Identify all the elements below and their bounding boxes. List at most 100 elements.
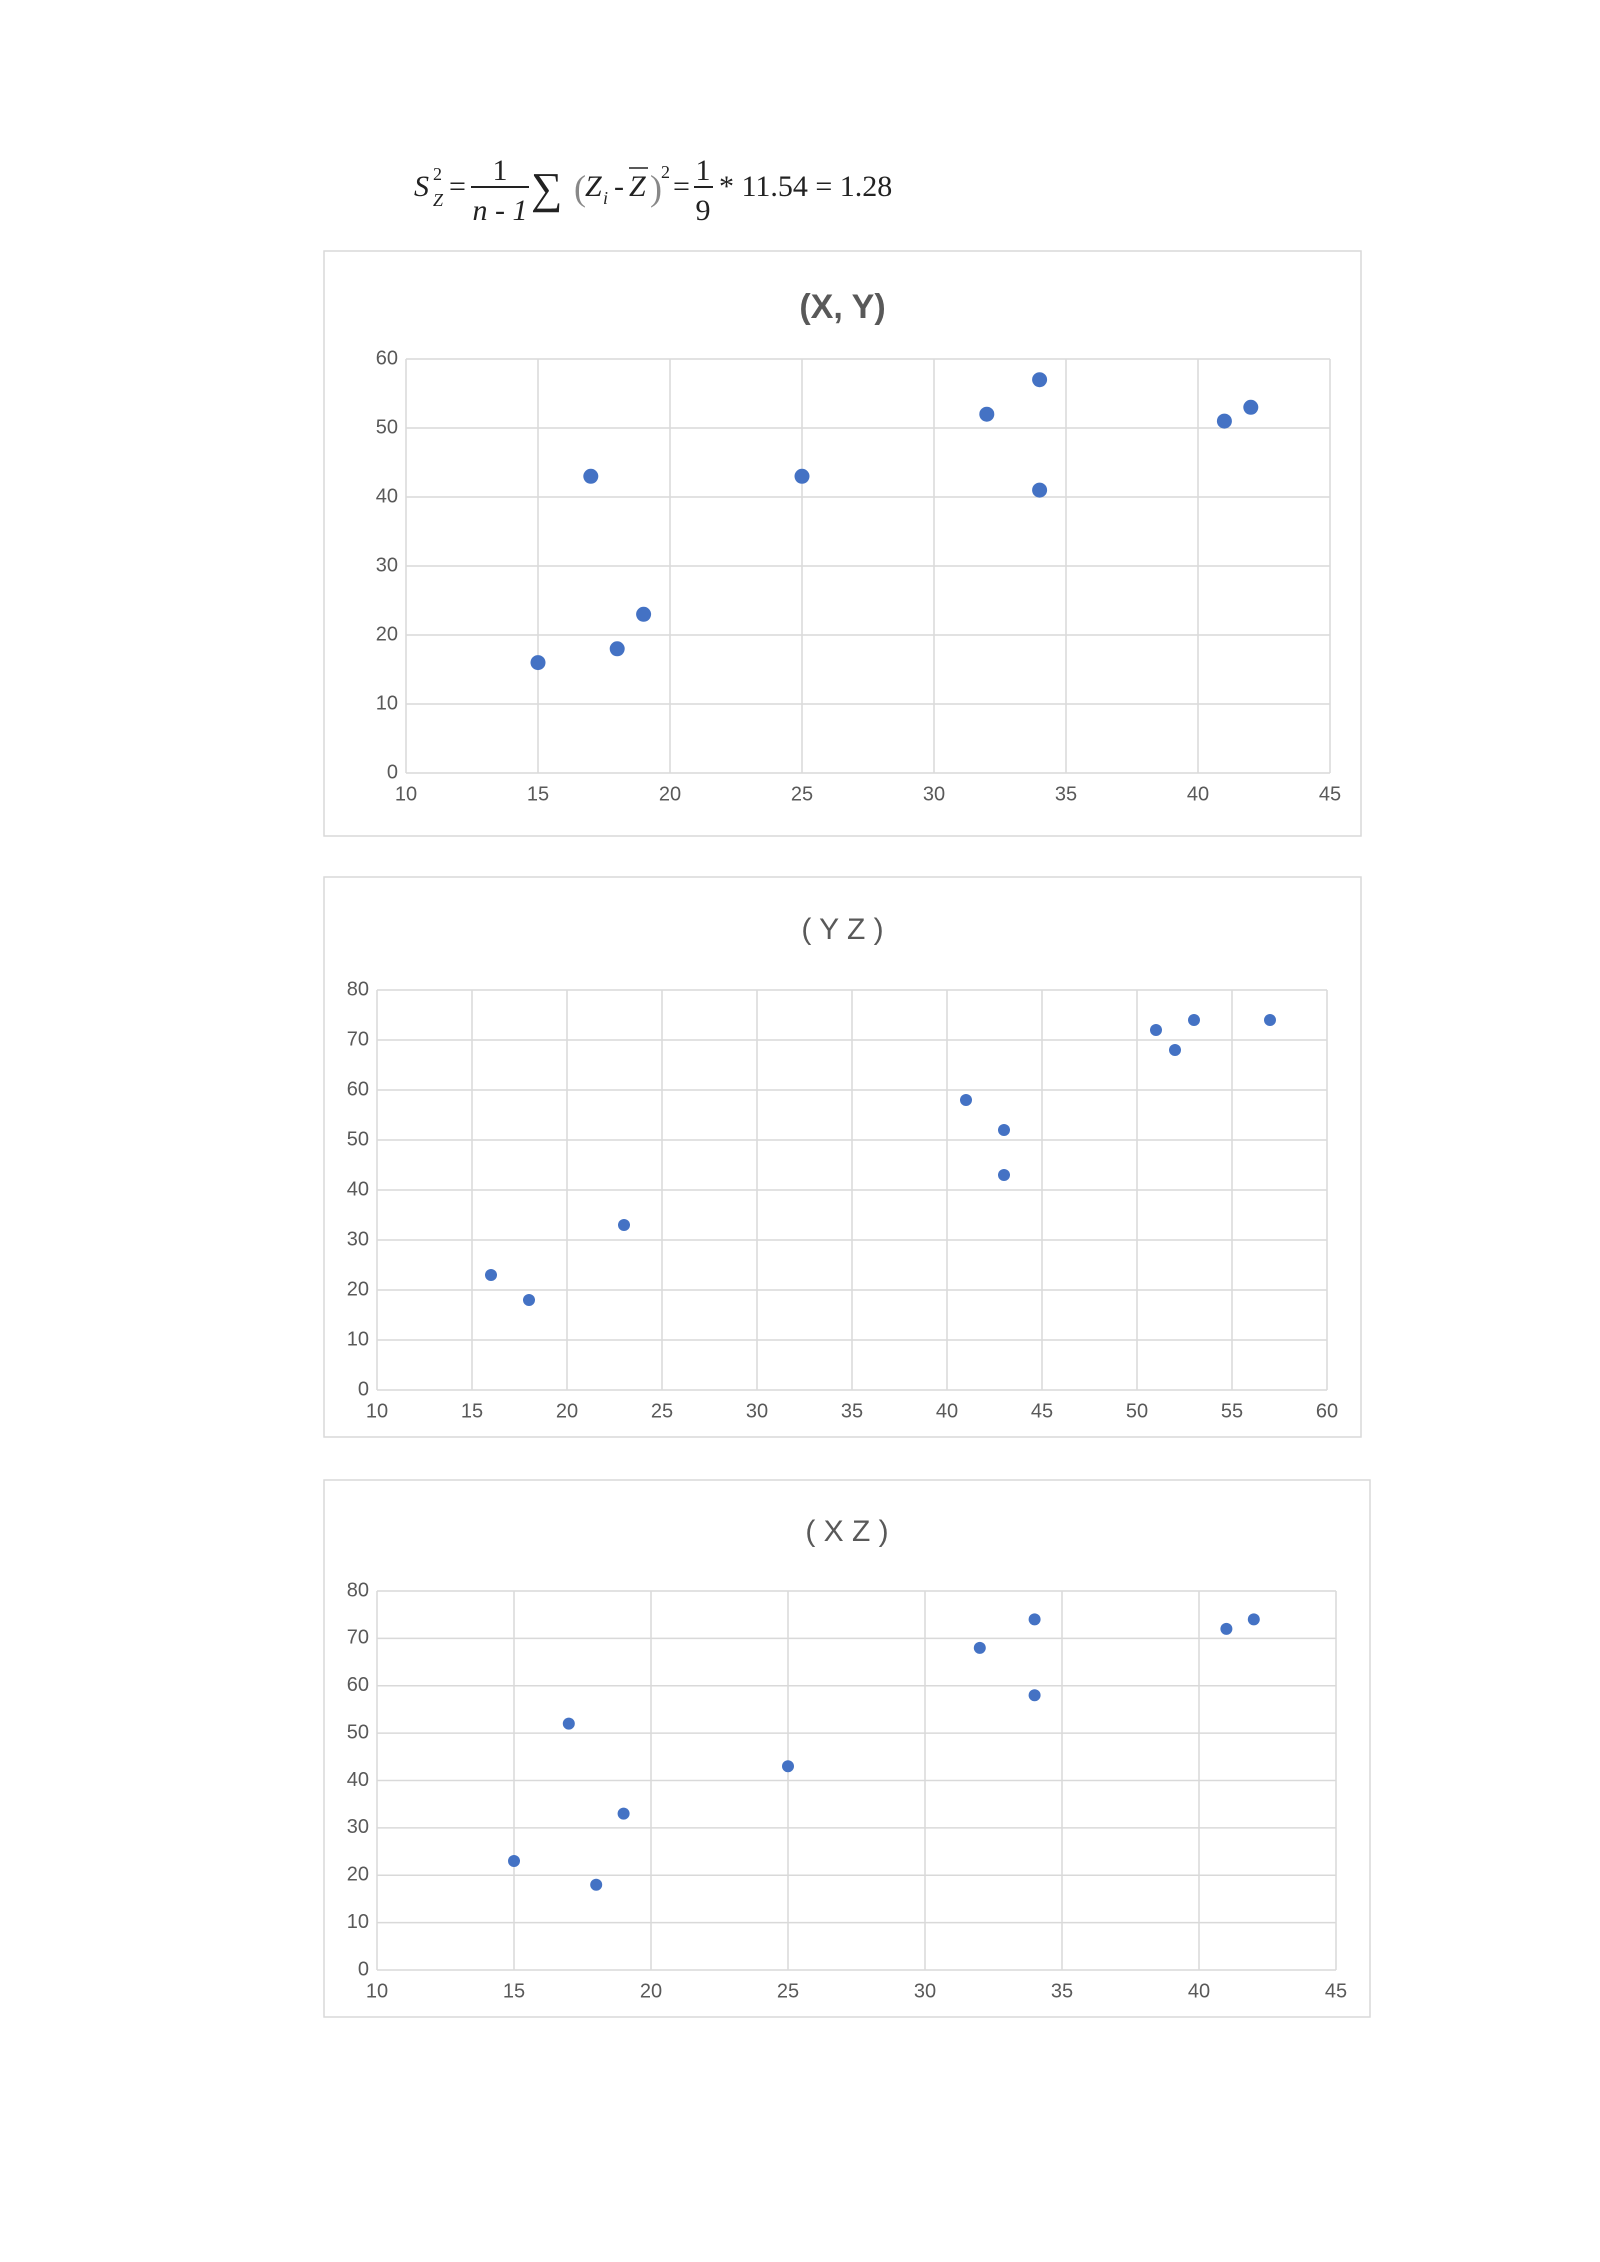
point [794, 468, 810, 484]
point [1032, 372, 1048, 388]
point [485, 1269, 497, 1281]
formula-eq: = [673, 170, 690, 203]
x-tick-label: 45 [1325, 1980, 1347, 2002]
x-tick-label: 30 [746, 1400, 768, 1422]
point [1150, 1024, 1162, 1036]
y-tick-label: 60 [376, 347, 398, 369]
point [562, 1717, 575, 1730]
point [998, 1124, 1010, 1136]
x-tick-label: 25 [777, 1980, 799, 2002]
x-tick-label: 10 [366, 1980, 388, 2002]
y-tick-label: 10 [347, 1911, 369, 1933]
x-tick-label: 40 [1188, 1980, 1210, 2002]
point [782, 1760, 794, 1773]
x-tick-label: 25 [791, 783, 813, 805]
y-tick-label: 70 [347, 1028, 369, 1050]
point [1028, 1613, 1041, 1626]
chart-title: ( X Z ) [805, 1515, 888, 1548]
x-tick-label: 15 [503, 1980, 525, 2002]
formula-sup: 2 [433, 164, 442, 184]
point [1188, 1014, 1200, 1026]
formula-num: 1 [696, 154, 711, 187]
formula-eq: = [449, 170, 466, 203]
point [1264, 1014, 1276, 1026]
y-tick-label: 0 [358, 1958, 369, 1980]
formula-tail: * 11.54 = 1.28 [719, 170, 892, 203]
x-tick-label: 40 [936, 1400, 958, 1422]
point [530, 655, 546, 671]
x-tick-label: 45 [1319, 783, 1341, 805]
y-tick-label: 50 [347, 1128, 369, 1150]
formula-minus: - [614, 170, 624, 203]
point [523, 1294, 535, 1306]
formula-z: Z [585, 170, 602, 203]
x-tick-label: 35 [1051, 1980, 1073, 2002]
chart-frame [323, 1479, 1371, 2018]
y-tick-label: 20 [347, 1278, 369, 1300]
x-tick-label: 20 [640, 1980, 662, 2002]
y-tick-label: 10 [376, 692, 398, 714]
x-tick-label: 15 [527, 783, 549, 805]
y-tick-label: 0 [387, 761, 398, 783]
y-tick-label: 30 [376, 554, 398, 576]
formula: S Z 2 = 1 n - 1 ∑ ( Z i - Z ) 2 = 1 9 * … [414, 154, 892, 227]
x-tick-label: 10 [395, 783, 417, 805]
formula-paren: ) [650, 168, 662, 208]
formula-zbar: Z [629, 170, 646, 203]
y-tick-label: 60 [347, 1078, 369, 1100]
formula-sum: ∑ [531, 164, 562, 213]
point [973, 1641, 986, 1654]
point [508, 1855, 520, 1868]
point [979, 406, 995, 422]
point [590, 1878, 603, 1891]
y-tick-label: 20 [347, 1864, 369, 1886]
x-tick-label: 30 [914, 1980, 936, 2002]
x-tick-label: 35 [1055, 783, 1077, 805]
point [1169, 1044, 1181, 1056]
x-tick-label: 55 [1221, 1400, 1243, 1422]
formula-sub: Z [433, 190, 444, 210]
point [1247, 1613, 1260, 1626]
y-tick-label: 60 [347, 1674, 369, 1696]
point [1028, 1689, 1041, 1702]
y-tick-label: 20 [376, 623, 398, 645]
point [1032, 482, 1048, 498]
x-tick-label: 20 [556, 1400, 578, 1422]
x-tick-label: 40 [1187, 783, 1209, 805]
point [1220, 1622, 1233, 1635]
y-tick-label: 10 [347, 1328, 369, 1350]
point [998, 1169, 1010, 1181]
point [636, 606, 652, 622]
formula-den: n - 1 [473, 194, 528, 227]
y-tick-label: 0 [358, 1378, 369, 1400]
formula-paren: ( [574, 168, 586, 208]
chart-title: ( Y Z ) [801, 913, 883, 946]
y-tick-label: 30 [347, 1816, 369, 1838]
x-tick-label: 30 [923, 783, 945, 805]
formula-sub: i [603, 188, 608, 208]
chart-frame [323, 876, 1362, 1438]
point [960, 1094, 972, 1106]
point [618, 1219, 630, 1231]
chart-title: (X, Y) [799, 288, 885, 326]
x-tick-label: 10 [366, 1400, 388, 1422]
y-tick-label: 40 [347, 1769, 369, 1791]
x-tick-label: 20 [659, 783, 681, 805]
formula-s: S [414, 170, 429, 203]
formula-den: 9 [696, 194, 711, 227]
y-tick-label: 50 [376, 416, 398, 438]
y-tick-label: 80 [347, 978, 369, 1000]
y-tick-label: 50 [347, 1721, 369, 1743]
y-tick-label: 40 [376, 485, 398, 507]
point [1243, 399, 1259, 415]
point [583, 468, 599, 484]
formula-sup: 2 [661, 162, 670, 182]
x-tick-label: 60 [1316, 1400, 1338, 1422]
formula-num: 1 [493, 154, 508, 187]
point [609, 641, 625, 657]
x-tick-label: 15 [461, 1400, 483, 1422]
point [1216, 413, 1232, 429]
y-tick-label: 80 [347, 1579, 369, 1601]
